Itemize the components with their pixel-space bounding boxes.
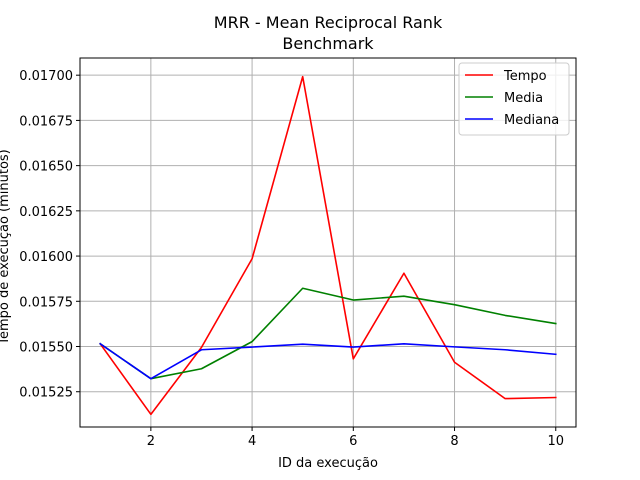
- y-tick-label: 0.01525: [19, 386, 73, 401]
- plot-frame: [79, 57, 577, 428]
- y-tick-label: 0.01650: [19, 160, 73, 175]
- y-tick-label: 0.01550: [19, 341, 73, 356]
- x-tick-label: 8: [450, 434, 458, 449]
- legend-label-mediana: Mediana: [504, 113, 559, 128]
- series-line-tempo: [99, 75, 557, 416]
- series-lines: [99, 75, 557, 416]
- x-tick-label: 2: [147, 434, 155, 449]
- legend-label-media: Media: [504, 91, 543, 106]
- series-line-media: [99, 287, 557, 380]
- x-tick-label: 4: [248, 434, 256, 449]
- y-tick-label: 0.01675: [19, 114, 73, 129]
- legend-box: [458, 62, 570, 136]
- y-tick-label: 0.01625: [19, 205, 73, 220]
- y-tick-label: 0.01575: [19, 295, 73, 310]
- y-axis-label: Tempo de execução (minutos): [0, 149, 12, 345]
- axis-ticks: 2 4 6 8 10 0.01525 0.01550 0.01575 0.01600 0.0162…: [19, 69, 564, 449]
- x-axis-label: ID da execução: [278, 456, 378, 471]
- chart-title-line1: MRR - Mean Reciprocal Rank: [214, 13, 443, 32]
- legend: Tempo Media Mediana: [458, 62, 570, 136]
- series-line-mediana: [99, 342, 557, 380]
- y-tick-label: 0.01700: [19, 69, 73, 84]
- legend-label-tempo: Tempo: [503, 69, 547, 84]
- chart-title-line2: Benchmark: [282, 34, 374, 53]
- x-tick-label: 10: [547, 434, 564, 449]
- x-tick-label: 6: [349, 434, 357, 449]
- y-tick-label: 0.01600: [19, 250, 73, 265]
- grid-lines: [80, 58, 576, 427]
